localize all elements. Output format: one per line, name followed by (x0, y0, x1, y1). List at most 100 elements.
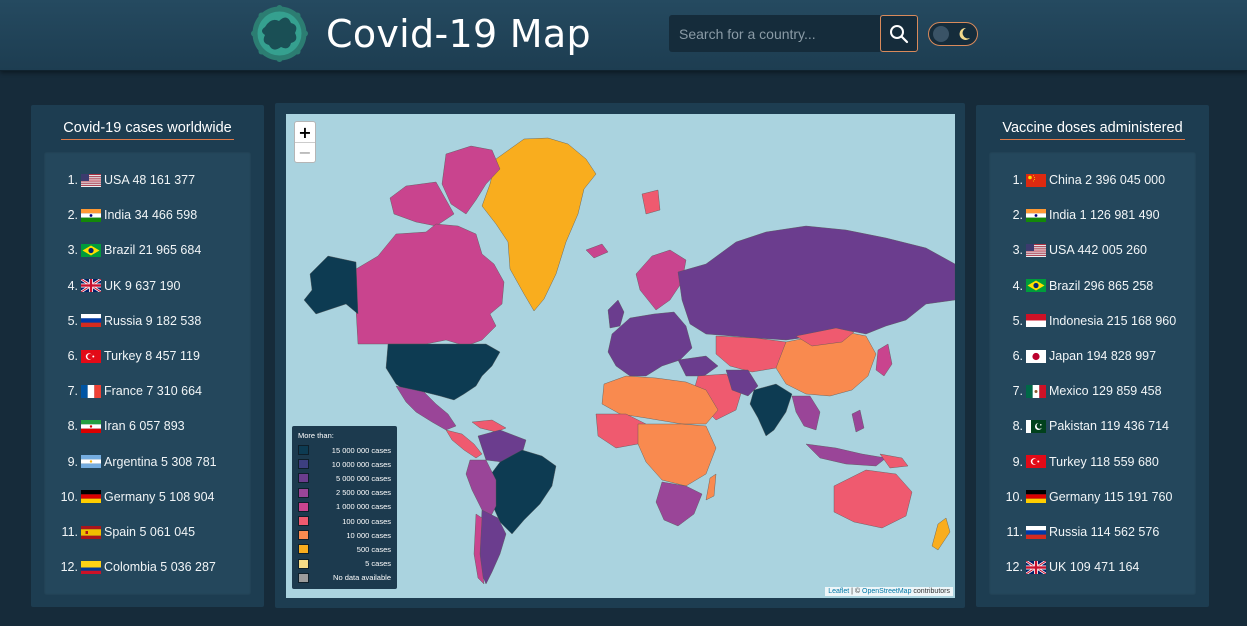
uk-flag-icon (81, 279, 101, 293)
vaccine-list-item[interactable]: 4. Brazil 296 865 258 (989, 276, 1196, 296)
moon-icon (959, 27, 970, 40)
cases-list-item[interactable]: 6. Turkey 8 457 119 (44, 346, 251, 366)
spain-flag-icon (81, 525, 101, 539)
india-region[interactable] (749, 383, 793, 437)
uk-region[interactable] (607, 299, 625, 329)
cases-list-item[interactable]: 12. Colombia 5 036 287 (44, 557, 251, 577)
world-map[interactable]: + − More than: 15 000 000 cases 10 000 00… (286, 114, 955, 598)
rank-label: 2. (67, 208, 78, 223)
rank-label: 12. (1005, 560, 1023, 575)
chile-region[interactable] (473, 513, 485, 585)
indonesia-flag-icon (1026, 314, 1046, 328)
rank-label: 12. (60, 560, 78, 575)
zoom-in-button[interactable]: + (298, 122, 312, 142)
philippines-region[interactable] (851, 409, 865, 433)
vaccine-list-item[interactable]: 10. Germany 115 191 760 (989, 487, 1196, 507)
choropleth-map[interactable] (286, 114, 955, 598)
country-search-input[interactable] (669, 15, 880, 52)
iceland-region[interactable] (585, 243, 609, 259)
legend-row: 5 000 000 cases (298, 471, 391, 485)
osm-link[interactable]: OpenStreetMap (862, 588, 912, 595)
new-guinea-region[interactable] (879, 453, 909, 469)
vaccine-list-item[interactable]: 12. UK 109 471 164 (989, 557, 1196, 577)
country-value: USA 48 161 377 (104, 173, 196, 187)
central-america-region[interactable] (445, 429, 483, 459)
vaccine-list: 1. China 2 396 045 000 2. India 1 126 981 4… (989, 152, 1196, 595)
legend-swatch (298, 558, 309, 569)
vaccine-list-item[interactable]: 11. Russia 114 562 576 (989, 522, 1196, 542)
dark-mode-toggle[interactable] (928, 22, 978, 46)
legend-label: No data available (333, 573, 391, 583)
australia-region[interactable] (833, 469, 913, 529)
cases-list-item[interactable]: 1. USA 48 161 377 (44, 170, 251, 190)
madagascar-region[interactable] (705, 473, 717, 501)
legend-label: 10 000 000 cases (331, 459, 391, 469)
western-south-america-region[interactable] (465, 459, 497, 519)
south-africa-region[interactable] (655, 481, 703, 527)
cases-list-item[interactable]: 3. Brazil 21 965 684 (44, 240, 251, 260)
map-attribution: Leaflet | © OpenStreetMap contributors (825, 587, 953, 596)
cases-list-item[interactable]: 11. Spain 5 061 045 (44, 522, 251, 542)
vaccine-list-item[interactable]: 3. USA 442 005 260 (989, 240, 1196, 260)
southeast-asia-region[interactable] (791, 395, 821, 431)
vaccine-list-item[interactable]: 9. Turkey 118 559 680 (989, 452, 1196, 472)
cases-list-item[interactable]: 8. Iran 6 057 893 (44, 416, 251, 436)
cases-list-item[interactable]: 2. India 34 466 598 (44, 205, 251, 225)
turkey-region[interactable] (677, 355, 719, 377)
cases-list-item[interactable]: 4. UK 9 637 190 (44, 276, 251, 296)
legend-title: More than: (298, 431, 334, 440)
attribution-sep: | © (849, 588, 863, 595)
vaccine-list-item[interactable]: 2. India 1 126 981 490 (989, 205, 1196, 225)
usa-flag-icon (81, 173, 101, 187)
legend-row: 1 000 000 cases (298, 500, 391, 514)
cases-list-item[interactable]: 7. France 7 310 664 (44, 381, 251, 401)
zoom-out-button[interactable]: − (295, 142, 315, 162)
rank-label: 1. (1012, 173, 1023, 187)
country-value: Russia 9 182 538 (104, 313, 202, 328)
iran-flag-icon (81, 419, 101, 433)
vaccine-list-item[interactable]: 1. China 2 396 045 000 (989, 170, 1196, 190)
attribution-tail: contributors (911, 588, 950, 595)
greenland-region[interactable] (481, 137, 597, 312)
uk-flag-icon (1026, 560, 1046, 574)
scandinavia-region[interactable] (635, 249, 687, 311)
north-africa-region[interactable] (601, 375, 719, 425)
cases-list-item[interactable]: 5. Russia 9 182 538 (44, 311, 251, 331)
cases-list-item[interactable]: 10. Germany 5 108 904 (44, 487, 251, 507)
indonesia-region[interactable] (805, 443, 887, 467)
new-zealand-region[interactable] (931, 517, 951, 551)
cases-list-item[interactable]: 9. Argentina 5 308 781 (44, 452, 251, 472)
rank-label: 9. (1012, 454, 1023, 469)
legend-swatch (298, 445, 309, 456)
central-africa-region[interactable] (637, 423, 717, 487)
japan-flag-icon (1026, 349, 1046, 363)
rank-label: 8. (1012, 419, 1023, 434)
svalbard-region[interactable] (641, 189, 661, 215)
vaccine-list-item[interactable]: 5. Indonesia 215 168 960 (989, 311, 1196, 331)
usa-region[interactable] (385, 343, 501, 401)
arctic-islands-region-2[interactable] (389, 181, 455, 227)
vaccine-list-item[interactable]: 7. Mexico 129 859 458 (989, 381, 1196, 401)
canada-region[interactable] (355, 223, 505, 347)
arctic-islands-region[interactable] (441, 145, 501, 215)
mexico-region[interactable] (395, 385, 457, 431)
vaccine-list-item[interactable]: 6. Japan 194 828 997 (989, 346, 1196, 366)
search-button[interactable] (880, 15, 918, 52)
rank-label: 6. (67, 349, 78, 363)
russia-region[interactable] (677, 225, 955, 341)
country-value: Brazil 21 965 684 (104, 243, 202, 258)
france-flag-icon (81, 384, 101, 398)
leaflet-link[interactable]: Leaflet (828, 588, 850, 595)
vaccine-list-item[interactable]: 8. Pakistan 119 436 714 (989, 416, 1196, 436)
mongolia-region[interactable] (795, 327, 855, 347)
alaska-region[interactable] (303, 255, 359, 315)
iran-region[interactable] (725, 369, 759, 397)
caribbean-region[interactable] (471, 419, 507, 433)
japan-region[interactable] (875, 343, 893, 377)
rank-label: 10. (1005, 489, 1023, 504)
rank-label: 7. (1012, 384, 1023, 399)
legend-swatch (298, 572, 309, 583)
rank-label: 10. (60, 489, 78, 504)
legend-swatch (298, 516, 309, 527)
country-value: France 7 310 664 (104, 384, 202, 399)
